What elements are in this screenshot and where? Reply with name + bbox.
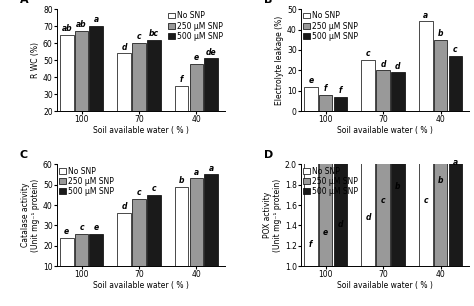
Text: e: e (64, 227, 69, 236)
Bar (448, 67, 462, 266)
Legend: No SNP, 250 μM SNP, 500 μM SNP: No SNP, 250 μM SNP, 500 μM SNP (302, 11, 359, 42)
Text: d: d (380, 60, 386, 69)
X-axis label: Soil available water ( % ): Soil available water ( % ) (337, 281, 433, 290)
Bar (90, 233, 103, 287)
Text: e: e (94, 223, 99, 232)
Bar (118, 213, 131, 287)
Bar (391, 91, 405, 266)
Text: D: D (264, 150, 273, 160)
Bar (448, 56, 462, 111)
X-axis label: Soil available water ( % ): Soil available water ( % ) (93, 281, 189, 290)
Bar (304, 149, 318, 266)
Text: a: a (423, 11, 428, 20)
Text: b: b (179, 176, 184, 185)
Bar (132, 199, 146, 287)
Bar (334, 129, 347, 266)
Legend: No SNP, 250 μM SNP, 500 μM SNP: No SNP, 250 μM SNP, 500 μM SNP (58, 166, 115, 196)
Bar (147, 195, 161, 287)
Text: d: d (121, 202, 127, 211)
Bar (434, 40, 447, 111)
Text: bc: bc (149, 29, 159, 38)
Text: a: a (194, 168, 199, 177)
Text: c: c (423, 196, 428, 205)
Bar (132, 43, 146, 145)
Text: f: f (309, 240, 312, 249)
Text: d: d (365, 213, 371, 222)
Text: f: f (338, 86, 342, 95)
Text: f: f (324, 84, 327, 93)
Text: b: b (395, 182, 401, 191)
Bar (75, 31, 88, 145)
Text: a: a (209, 164, 214, 173)
Bar (190, 64, 203, 145)
Bar (334, 97, 347, 111)
Text: a: a (453, 159, 458, 167)
Bar (304, 87, 318, 111)
Text: c: c (152, 184, 156, 193)
Bar (60, 35, 73, 145)
Y-axis label: Catalase activity
(Unit mg⁻¹ protein): Catalase activity (Unit mg⁻¹ protein) (21, 179, 40, 252)
Bar (147, 40, 161, 145)
Text: c: c (137, 188, 141, 197)
Bar (190, 178, 203, 287)
Text: c: c (453, 45, 457, 54)
Bar (90, 26, 103, 145)
Text: e: e (308, 76, 313, 85)
Bar (204, 58, 218, 145)
Bar (391, 73, 405, 111)
Bar (434, 85, 447, 266)
Bar (175, 187, 189, 287)
Bar (204, 174, 218, 287)
Text: d: d (395, 62, 401, 71)
Bar (319, 95, 332, 111)
Y-axis label: POX activity
(Unit mg⁻¹ protein): POX activity (Unit mg⁻¹ protein) (263, 179, 282, 252)
Text: b: b (438, 29, 443, 38)
Text: c: c (137, 32, 141, 41)
Legend: No SNP, 250 μM SNP, 500 μM SNP: No SNP, 250 μM SNP, 500 μM SNP (302, 166, 359, 196)
Bar (319, 137, 332, 266)
Text: b: b (438, 176, 443, 185)
Bar (376, 70, 390, 111)
Bar (362, 60, 375, 111)
Text: d: d (337, 220, 343, 229)
Text: c: c (381, 196, 385, 205)
Text: ab: ab (62, 24, 72, 33)
Text: e: e (323, 228, 328, 237)
Text: B: B (264, 0, 272, 5)
Text: A: A (20, 0, 28, 5)
Text: e: e (194, 53, 199, 62)
Y-axis label: R WC (%): R WC (%) (31, 42, 40, 78)
X-axis label: Soil available water ( % ): Soil available water ( % ) (93, 126, 189, 135)
Text: c: c (366, 49, 371, 58)
Text: ab: ab (76, 21, 87, 29)
Bar (419, 21, 433, 111)
Bar (60, 238, 73, 287)
Bar (175, 86, 189, 145)
Text: d: d (121, 43, 127, 51)
Text: C: C (20, 150, 28, 160)
Y-axis label: Electrolyte leakage (%): Electrolyte leakage (%) (275, 16, 284, 105)
X-axis label: Soil available water ( % ): Soil available water ( % ) (337, 126, 433, 135)
Text: f: f (180, 75, 183, 84)
Bar (75, 233, 88, 287)
Bar (118, 53, 131, 145)
Bar (362, 121, 375, 266)
Text: de: de (206, 48, 217, 57)
Legend: No SNP, 250 μM SNP, 500 μM SNP: No SNP, 250 μM SNP, 500 μM SNP (167, 11, 224, 42)
Bar (419, 105, 433, 266)
Bar (376, 105, 390, 266)
Text: a: a (94, 15, 99, 24)
Text: c: c (79, 223, 84, 232)
